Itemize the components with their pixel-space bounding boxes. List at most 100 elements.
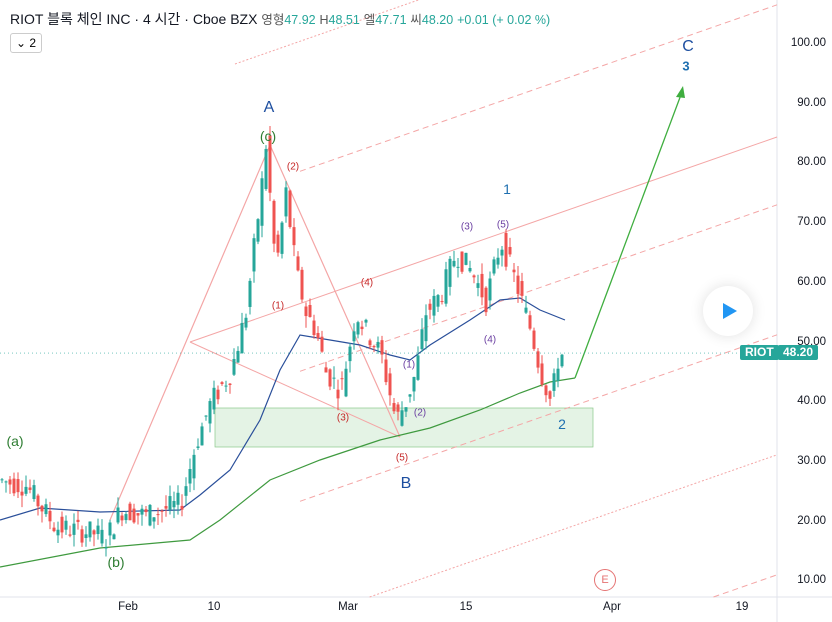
candle-body (16, 479, 20, 493)
minor-wave-1: (1) (402, 359, 416, 371)
symbol-name[interactable]: RIOT 블록 체인 INC (10, 11, 131, 27)
wave-label-3: 3 (682, 58, 690, 74)
candle-body (536, 351, 540, 368)
candle-body (44, 504, 48, 515)
support-zone (214, 407, 594, 448)
candle-body (40, 505, 44, 512)
candle-body (540, 363, 544, 385)
candle-body (76, 519, 80, 523)
candle-body (508, 246, 512, 255)
symbol-tag: RIOT (740, 345, 779, 360)
candle-body (320, 336, 324, 352)
candle-body (388, 373, 392, 396)
candle-body (136, 513, 140, 516)
candle-body (280, 222, 284, 254)
candle-body (264, 148, 268, 189)
candle-body (184, 486, 188, 496)
candle-body (524, 307, 528, 313)
candle-body (480, 273, 484, 298)
candle-body (32, 485, 36, 499)
moving-average-fast (0, 297, 566, 521)
wave-label-a: (a) (6, 433, 24, 449)
candle-body (120, 515, 124, 521)
candle-body (512, 269, 516, 273)
channel-base-line (189, 341, 401, 438)
candle-body (304, 306, 308, 317)
candle-body (132, 508, 136, 523)
subwave-1: (1) (271, 300, 285, 312)
earnings-event-badge[interactable]: E (594, 569, 616, 591)
candle-body (156, 514, 160, 516)
candle-body (452, 260, 456, 267)
candle-body (72, 523, 76, 535)
candle-body (80, 529, 84, 543)
candle-body (532, 330, 536, 349)
change-value: +0.01 (+ 0.02 %) (457, 13, 551, 27)
candle-body (484, 287, 488, 313)
candle-body (384, 359, 388, 383)
wave-label-1: 1 (503, 181, 511, 197)
candle-body (164, 506, 168, 509)
candle-body (460, 251, 464, 272)
candle-body (324, 367, 328, 373)
candle-body (436, 295, 440, 307)
subwave-4: (4) (360, 277, 374, 289)
candle-body (56, 529, 60, 536)
candle-body (548, 391, 552, 399)
candle-body (36, 495, 40, 507)
candle-body (84, 534, 88, 539)
low-value: 47.71 (375, 13, 407, 27)
minor-wave-4: (4) (483, 334, 497, 346)
candle-body (148, 504, 152, 526)
price-tick: 70.00 (797, 216, 826, 229)
candle-body (364, 319, 368, 323)
wave-label-c: (c) (259, 128, 277, 144)
candle-body (88, 521, 92, 538)
candle-body (256, 219, 260, 242)
candle-body (20, 491, 24, 496)
candle-body (248, 280, 252, 307)
candle-body (240, 322, 244, 354)
candle-body (60, 516, 64, 533)
candle-body (300, 269, 304, 300)
candle-body (348, 346, 352, 362)
candle-body (168, 496, 172, 510)
candle-body (276, 234, 280, 253)
candle-body (284, 187, 288, 217)
candle-body (212, 387, 216, 410)
price-tick: 90.00 (797, 96, 826, 109)
candle-body (472, 275, 476, 278)
candle-body (396, 404, 400, 412)
candle-body (516, 275, 520, 294)
candle-body (408, 394, 412, 397)
candle-body (48, 510, 52, 522)
close-label: 씨 (410, 13, 422, 27)
channel-line (713, 574, 778, 598)
projection-arrow (574, 91, 683, 379)
price-tick: 80.00 (797, 156, 826, 169)
candle-body (0, 479, 4, 481)
candle-body (68, 534, 72, 536)
moving-average-slow (0, 377, 576, 568)
candle-body (236, 350, 240, 363)
price-tick: 50.00 (797, 335, 826, 348)
candle-body (200, 426, 204, 446)
channel-line (299, 334, 778, 502)
candle-body (224, 385, 228, 387)
channel-line (369, 454, 778, 598)
candle-body (296, 256, 300, 271)
time-tick: 10 (207, 601, 221, 613)
candle-body (376, 341, 380, 348)
collapse-indicators-button[interactable]: ⌄ 2 (10, 33, 42, 53)
candle-body (4, 481, 8, 483)
candle-body (340, 378, 344, 380)
candle-body (172, 501, 176, 508)
candle-body (552, 373, 556, 391)
candle-body (244, 317, 248, 328)
candle-body (344, 368, 348, 397)
candle-body (336, 389, 340, 399)
candle-body (204, 415, 208, 417)
play-replay-button[interactable] (703, 286, 753, 336)
candle-body (104, 547, 108, 549)
